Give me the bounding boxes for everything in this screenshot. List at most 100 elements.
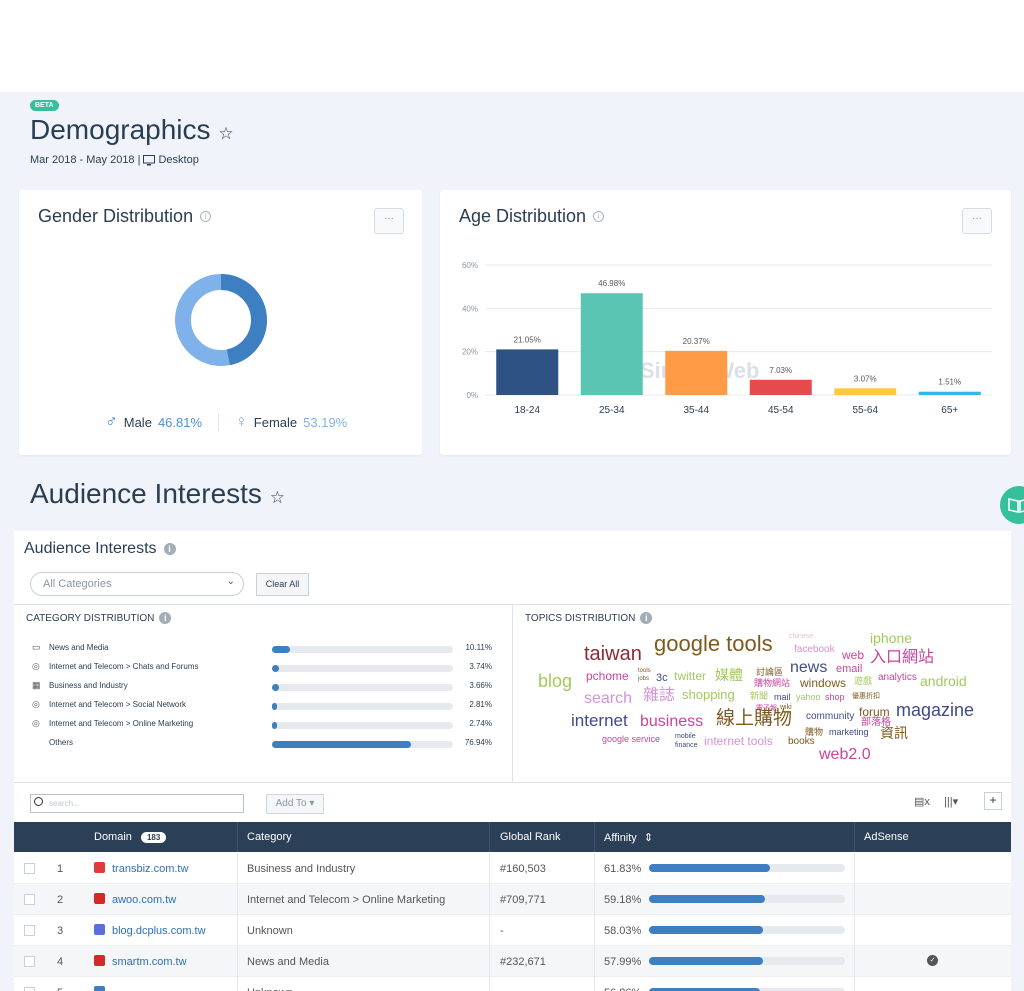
category-row[interactable]: ◎ Internet and Telecom > Social Network 2.…: [32, 699, 492, 713]
gender-more-button[interactable]: ···: [374, 208, 404, 234]
topic-word[interactable]: web: [842, 648, 865, 662]
topic-word[interactable]: google tools: [654, 631, 773, 656]
topic-word[interactable]: pchome: [586, 669, 629, 683]
female-value: 53.19%: [303, 414, 348, 430]
category-row[interactable]: ◎ Internet and Telecom > Online Marketing…: [32, 718, 492, 732]
topic-word[interactable]: google service: [602, 734, 661, 744]
topic-word[interactable]: twitter: [674, 669, 707, 683]
category-row[interactable]: ▦ Business and Industry 3.66%: [32, 680, 492, 694]
row-checkbox[interactable]: [24, 925, 35, 936]
column-category[interactable]: Category: [247, 831, 292, 843]
domain-link[interactable]: smartm.com.tw: [112, 956, 187, 968]
topic-word[interactable]: marketing: [829, 727, 869, 737]
topic-word[interactable]: 部落格: [861, 717, 891, 728]
topic-word[interactable]: 優惠折扣: [852, 693, 880, 700]
topic-word[interactable]: mail: [774, 692, 791, 702]
topic-word[interactable]: community: [806, 711, 855, 722]
topic-word[interactable]: 線上購物: [716, 708, 793, 729]
topic-word[interactable]: windows: [800, 676, 847, 690]
topic-word[interactable]: tools: [638, 668, 651, 674]
topic-word[interactable]: 3c: [656, 672, 668, 684]
date-range[interactable]: Mar 2018 - May 2018 | Desktop: [30, 154, 199, 166]
topic-word[interactable]: shop: [825, 692, 845, 702]
category-value: 2.74%: [469, 719, 492, 728]
domain-link[interactable]: transbiz.com.tw: [112, 863, 189, 875]
favorite-star-icon[interactable]: ☆: [269, 488, 285, 507]
topic-word[interactable]: 媒體: [715, 667, 743, 683]
category-row[interactable]: ▭ News and Media 10.11%: [32, 642, 492, 656]
search-input[interactable]: search...: [30, 794, 244, 813]
row-checkbox[interactable]: [24, 956, 35, 967]
topic-word[interactable]: 購物: [805, 727, 824, 737]
topic-word[interactable]: business: [640, 713, 704, 730]
topic-word[interactable]: yahoo: [796, 692, 821, 702]
bar-value-label: 7.03%: [769, 366, 792, 375]
table-row[interactable]: 5 Unknown 56.86%: [14, 977, 1011, 991]
domain-link[interactable]: awoo.com.tw: [112, 894, 177, 906]
age-more-button[interactable]: ···: [962, 208, 992, 234]
clear-all-button[interactable]: Clear All: [256, 573, 309, 596]
topic-word[interactable]: finance: [675, 742, 698, 749]
row-checkbox[interactable]: [24, 894, 35, 905]
topic-word[interactable]: books: [788, 736, 815, 747]
domain-link[interactable]: blog.dcplus.com.tw: [112, 925, 206, 937]
topic-word[interactable]: 入口網站: [870, 649, 935, 666]
topic-word[interactable]: 資訊: [880, 725, 908, 741]
excel-icon[interactable]: ▤x: [914, 796, 930, 808]
topic-word[interactable]: search: [584, 690, 633, 707]
category-row[interactable]: ◎ Internet and Telecom > Chats and Forums…: [32, 661, 492, 675]
topic-word[interactable]: android: [920, 673, 967, 689]
column-divider: [489, 884, 490, 915]
topic-word[interactable]: iphone: [870, 630, 913, 646]
table-row[interactable]: 1 transbiz.com.tw Business and Industry #16…: [14, 853, 1011, 884]
topic-word[interactable]: taiwan: [584, 643, 642, 665]
book-icon[interactable]: [1000, 486, 1024, 524]
columns-icon[interactable]: |||▾: [944, 796, 959, 808]
column-global-rank[interactable]: Global Rank: [500, 831, 561, 843]
topic-word[interactable]: email: [836, 663, 863, 675]
info-icon[interactable]: i: [640, 612, 653, 624]
topic-word[interactable]: wiki: [780, 704, 792, 711]
table-row[interactable]: 3 blog.dcplus.com.tw Unknown - 58.03%: [14, 915, 1011, 946]
topic-word[interactable]: mobile: [675, 733, 696, 740]
topic-word[interactable]: forum: [859, 705, 890, 719]
topic-word[interactable]: magazine: [896, 700, 975, 720]
topic-word[interactable]: blog: [538, 671, 573, 691]
row-checkbox[interactable]: [24, 863, 35, 874]
topic-word[interactable]: facebook: [794, 644, 835, 655]
column-affinity[interactable]: Affinity ⇕: [604, 831, 653, 844]
row-checkbox[interactable]: [24, 987, 35, 991]
column-domain[interactable]: Domain 183: [94, 831, 167, 843]
topic-word[interactable]: shopping: [682, 687, 735, 702]
topic-word[interactable]: chinese: [789, 633, 814, 640]
gender-donut: [175, 274, 267, 366]
topic-word[interactable]: 購物網站: [754, 678, 791, 688]
topic-word[interactable]: 雜誌: [643, 687, 676, 704]
add-column-button[interactable]: +: [984, 792, 1002, 810]
x-tick-label: 55-64: [852, 405, 878, 416]
info-icon[interactable]: i: [163, 543, 176, 555]
info-icon[interactable]: i: [200, 211, 212, 222]
column-divider: [489, 853, 490, 884]
info-icon[interactable]: i: [593, 211, 605, 222]
topic-word[interactable]: 新聞: [750, 691, 769, 701]
topic-word[interactable]: internet tools: [704, 734, 773, 748]
topic-word[interactable]: internet: [571, 711, 628, 730]
topic-word[interactable]: jobs: [638, 676, 650, 682]
female-icon: ♀: [235, 412, 248, 431]
topic-word[interactable]: analytics: [878, 672, 917, 683]
table-row[interactable]: 2 awoo.com.tw Internet and Telecom > Onlin…: [14, 884, 1011, 915]
topic-word[interactable]: 電子報: [756, 705, 777, 712]
add-to-button[interactable]: Add To ▾: [266, 794, 324, 814]
category-row[interactable]: Others 76.94%: [32, 737, 492, 751]
favorite-star-icon[interactable]: ☆: [218, 124, 234, 143]
category-select[interactable]: All Categories ⌄: [30, 572, 244, 596]
table-row[interactable]: 4 smartm.com.tw News and Media #232,671 57.9…: [14, 946, 1011, 977]
column-adsense[interactable]: AdSense: [864, 831, 909, 843]
topic-word[interactable]: 遊戲: [854, 676, 873, 686]
topic-word[interactable]: 討論區: [756, 667, 784, 677]
topic-word[interactable]: news: [790, 659, 828, 676]
affinity-bar: [649, 864, 845, 872]
topic-word[interactable]: web2.0: [819, 746, 871, 763]
info-icon[interactable]: i: [159, 612, 172, 624]
